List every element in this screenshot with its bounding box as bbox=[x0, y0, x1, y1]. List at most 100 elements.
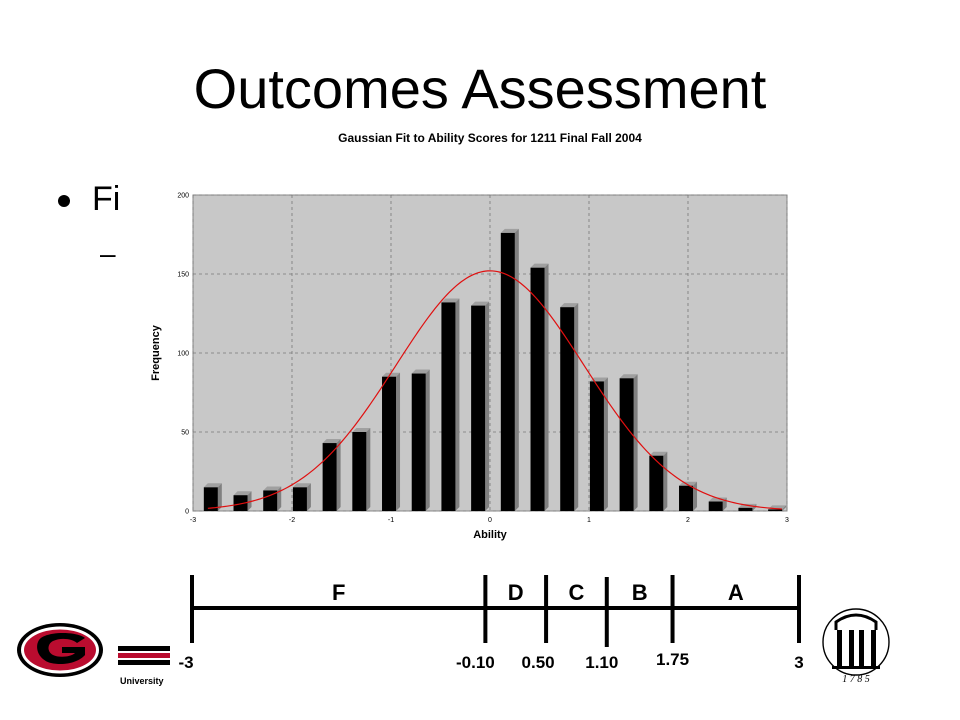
bar-top-face bbox=[292, 483, 311, 488]
bar-front-face bbox=[292, 487, 307, 511]
x-axis-label: Ability bbox=[473, 529, 507, 541]
cutoff-label: 3 bbox=[794, 653, 803, 672]
y-tick-label: 200 bbox=[177, 193, 189, 200]
histogram-chart: Gaussian Fit to Ability Scores for 1211 … bbox=[145, 125, 805, 545]
bar-front-face bbox=[619, 378, 634, 511]
y-tick-label: 0 bbox=[185, 509, 189, 516]
x-tick-label: -2 bbox=[289, 517, 295, 524]
bar-top-face bbox=[500, 228, 519, 233]
bar-series bbox=[203, 228, 787, 512]
histogram-bar bbox=[471, 301, 490, 511]
bullet-item: Fi bbox=[58, 180, 120, 219]
cutoff-label: 0.50 bbox=[522, 653, 555, 672]
bar-top-face bbox=[233, 491, 252, 496]
bar-front-face bbox=[768, 509, 783, 511]
histogram-bar bbox=[322, 439, 341, 511]
histogram-bar bbox=[649, 451, 668, 511]
grade-label: D bbox=[508, 580, 524, 605]
bar-front-face bbox=[530, 267, 545, 511]
grade-scale: F D C B A -3 -0.10 0.50 1.10 1.75 3 bbox=[178, 575, 804, 672]
bar-side-face bbox=[336, 439, 341, 511]
bar-front-face bbox=[203, 487, 218, 511]
x-tick-label: 3 bbox=[785, 517, 789, 524]
bar-side-face bbox=[306, 483, 311, 511]
bar-top-face bbox=[708, 497, 727, 502]
x-tick-label: -3 bbox=[190, 517, 196, 524]
bar-front-face bbox=[441, 302, 456, 511]
bullet-text: Fi bbox=[92, 180, 121, 218]
bar-top-face bbox=[619, 374, 638, 379]
bar-side-face bbox=[782, 505, 787, 511]
university-label: University bbox=[120, 676, 164, 686]
bar-front-face bbox=[322, 443, 337, 511]
bar-front-face bbox=[411, 373, 426, 511]
bar-side-face bbox=[544, 263, 549, 511]
bar-side-face bbox=[663, 451, 668, 511]
bar-front-face bbox=[738, 507, 753, 511]
sub-bullet-dash: – bbox=[100, 238, 116, 269]
bullet-dot bbox=[58, 195, 70, 208]
bar-side-face bbox=[396, 372, 401, 511]
histogram-bar bbox=[500, 228, 519, 512]
bar-front-face bbox=[382, 376, 397, 511]
bar-top-face bbox=[203, 483, 222, 488]
x-tick-label: 0 bbox=[488, 517, 492, 524]
bar-top-face bbox=[322, 439, 341, 444]
bar-front-face bbox=[471, 305, 486, 511]
bar-top-face bbox=[382, 372, 401, 377]
histogram-bar bbox=[619, 374, 638, 511]
y-tick-label: 150 bbox=[177, 272, 189, 279]
bar-side-face bbox=[514, 228, 519, 512]
bar-side-face bbox=[485, 301, 490, 511]
x-tick-label: -1 bbox=[388, 517, 394, 524]
bar-front-face bbox=[708, 501, 723, 511]
bar-front-face bbox=[560, 307, 575, 511]
bar-side-face bbox=[455, 298, 460, 511]
histogram-bar bbox=[560, 303, 579, 511]
grid-lines bbox=[192, 194, 788, 512]
bar-side-face bbox=[633, 374, 638, 511]
bar-side-face bbox=[425, 369, 430, 511]
histogram-bar bbox=[530, 263, 549, 511]
x-tick-label: 2 bbox=[686, 517, 690, 524]
seal-year: 1 7 8 5 bbox=[842, 674, 870, 685]
chart-title: Gaussian Fit to Ability Scores for 1211 … bbox=[338, 131, 642, 145]
gaussian-fit-curve bbox=[207, 270, 783, 510]
histogram-bar bbox=[292, 483, 311, 511]
histogram-bar bbox=[203, 483, 222, 511]
bar-front-face bbox=[649, 455, 664, 511]
x-tick-label: 1 bbox=[587, 517, 591, 524]
bar-top-face bbox=[411, 369, 430, 374]
y-tick-label: 50 bbox=[181, 430, 189, 437]
histogram-bar bbox=[352, 428, 371, 511]
histogram-bar bbox=[233, 491, 252, 511]
bar-side-face bbox=[366, 428, 371, 511]
bar-side-face bbox=[603, 377, 608, 511]
grade-scale-ticks bbox=[190, 575, 801, 647]
cutoff-label: 1.75 bbox=[656, 650, 689, 669]
grade-label: C bbox=[568, 580, 584, 605]
cutoff-label: -0.10 bbox=[456, 653, 495, 672]
university-stripes bbox=[118, 646, 170, 665]
histogram-bar bbox=[589, 377, 608, 511]
bar-top-face bbox=[649, 451, 668, 456]
bar-top-face bbox=[352, 428, 371, 432]
bar-side-face bbox=[693, 481, 698, 511]
slide-title: Outcomes Assessment bbox=[193, 57, 767, 120]
histogram-bar bbox=[263, 486, 282, 511]
grade-label: B bbox=[632, 580, 648, 605]
bar-side-face bbox=[574, 303, 579, 511]
bar-side-face bbox=[247, 491, 252, 511]
histogram-bar bbox=[382, 372, 401, 511]
grade-label: A bbox=[728, 580, 744, 605]
histogram-bar bbox=[679, 481, 698, 511]
cutoff-labels: -3 -0.10 0.50 1.10 1.75 3 bbox=[178, 650, 803, 672]
bar-front-face bbox=[679, 485, 694, 511]
bar-side-face bbox=[277, 486, 282, 511]
bar-top-face bbox=[263, 486, 282, 491]
bar-front-face bbox=[233, 495, 248, 511]
bar-top-face bbox=[560, 303, 579, 308]
georgia-g-logo bbox=[17, 623, 103, 677]
arch-seal-logo: 1 7 8 5 bbox=[822, 608, 890, 685]
